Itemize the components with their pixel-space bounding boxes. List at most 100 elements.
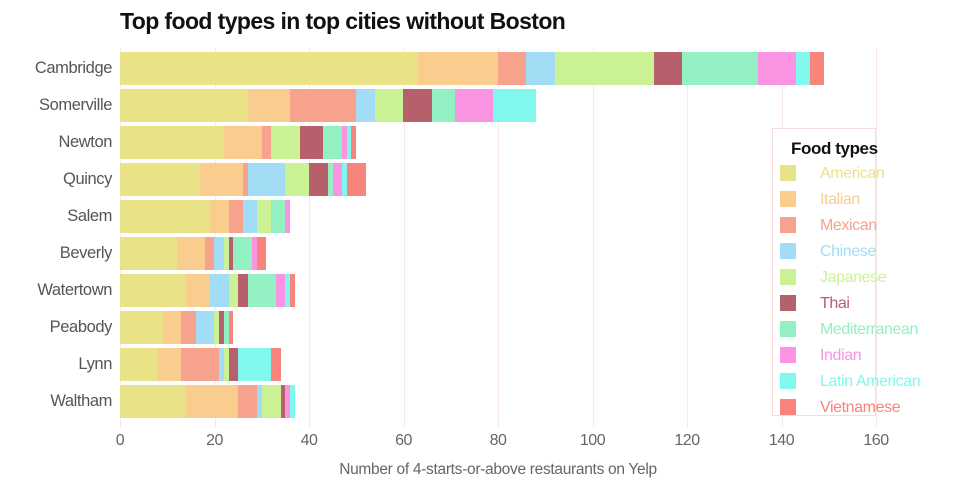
bar-segment-american xyxy=(120,348,158,381)
bar-segment-chinese xyxy=(195,311,215,344)
bar-segment-vietnamese xyxy=(271,348,281,381)
bar-segment-mediterranean xyxy=(431,89,456,122)
bar-row-quincy xyxy=(120,163,366,196)
bar-segment-indian xyxy=(455,89,494,122)
bar-segment-mediterranean xyxy=(327,163,333,196)
category-label-quincy: Quincy xyxy=(63,170,112,188)
bar-segment-italian xyxy=(162,311,182,344)
bar-segment-japanese xyxy=(554,52,654,85)
bar-segment-mediterranean xyxy=(223,311,229,344)
bar-segment-japanese xyxy=(285,163,309,196)
category-label-waltham: Waltham xyxy=(50,392,112,410)
bar-row-beverly xyxy=(120,237,267,270)
bar-segment-italian xyxy=(247,89,291,122)
bar-segment-thai xyxy=(228,237,234,270)
bar-segment-mediterranean xyxy=(271,200,286,233)
legend-label: American xyxy=(820,165,885,182)
x-tick-label: 60 xyxy=(395,432,412,449)
bar-segment-chinese xyxy=(242,200,257,233)
bar-segment-vietnamese xyxy=(290,274,295,307)
gridline xyxy=(309,48,310,428)
legend-label: Mediterranean xyxy=(820,321,918,338)
bar-segment-vietnamese xyxy=(346,163,366,196)
legend-title: Food types xyxy=(791,139,878,158)
legend-item-chinese: Chinese xyxy=(773,239,876,265)
bar-segment-chinese xyxy=(219,348,224,381)
bar-segment-mexican xyxy=(181,348,220,381)
x-tick-label: 160 xyxy=(863,432,889,449)
legend-label: Mexican xyxy=(820,217,877,234)
bar-segment-chinese xyxy=(356,89,376,122)
legend-swatch-icon xyxy=(780,269,796,285)
bar-segment-latin-american xyxy=(342,163,347,196)
bar-segment-thai xyxy=(403,89,432,122)
legend-item-thai: Thai xyxy=(773,291,875,317)
bar-segment-american xyxy=(120,385,187,418)
bar-segment-american xyxy=(120,274,187,307)
bar-segment-indian xyxy=(757,52,796,85)
bar-segment-mexican xyxy=(228,200,243,233)
legend-swatch-icon xyxy=(780,217,796,233)
legend-item-mexican: Mexican xyxy=(773,213,877,239)
legend-swatch-icon xyxy=(780,191,796,207)
bar-segment-chinese xyxy=(214,237,224,270)
bar-segment-japanese xyxy=(271,126,300,159)
legend-swatch-icon xyxy=(780,373,796,389)
bar-segment-latin-american xyxy=(346,126,352,159)
bar-segment-american xyxy=(120,200,210,233)
bar-segment-indian xyxy=(285,200,291,233)
bar-segment-latin-american xyxy=(795,52,810,85)
bar-segment-mexican xyxy=(261,126,272,159)
category-label-lynn: Lynn xyxy=(78,355,112,373)
category-label-cambridge: Cambridge xyxy=(34,59,113,77)
bar-segment-italian xyxy=(186,274,210,307)
bar-segment-italian xyxy=(157,348,182,381)
bar-segment-indian xyxy=(275,274,286,307)
legend: Food types American Italian Mexican Chinese… xyxy=(772,128,921,416)
bar-segment-mexican xyxy=(181,311,196,344)
plot-area xyxy=(120,48,877,428)
bar-segment-mexican xyxy=(242,163,248,196)
bar-segment-japanese xyxy=(223,348,229,381)
bar-segment-chinese xyxy=(526,52,555,85)
bar-segment-italian xyxy=(417,52,498,85)
category-label-newton: Newton xyxy=(58,133,112,151)
category-label-peabody: Peabody xyxy=(49,318,113,336)
bar-segment-american xyxy=(120,126,224,159)
bar-row-somerville xyxy=(120,89,536,122)
bar-segment-chinese xyxy=(247,163,286,196)
legend-label: Chinese xyxy=(820,243,876,260)
bar-segment-latin-american xyxy=(285,274,291,307)
bar-segment-vietnamese xyxy=(351,126,357,159)
bar-row-lynn xyxy=(120,348,281,381)
legend-item-italian: Italian xyxy=(773,187,875,213)
legend-item-indian: Indian xyxy=(773,343,875,369)
gridline xyxy=(498,48,499,428)
legend-item-vietnamese: Vietnamese xyxy=(773,395,901,421)
bar-segment-japanese xyxy=(257,200,272,233)
x-tick-label: 100 xyxy=(579,432,606,449)
bar-segment-thai xyxy=(653,52,683,85)
bar-segment-thai xyxy=(308,163,328,196)
bar-segment-italian xyxy=(223,126,262,159)
bar-segment-thai xyxy=(228,348,239,381)
bar-segment-indian xyxy=(285,385,291,418)
legend-swatch-icon xyxy=(780,295,796,311)
gridline xyxy=(592,48,594,428)
bar-row-newton xyxy=(120,126,357,159)
bar-segment-mexican xyxy=(205,237,215,270)
bar-segment-mediterranean xyxy=(233,237,253,270)
legend-item-american: American xyxy=(773,161,885,187)
legend-item-mediterranean: Mediterranean xyxy=(773,317,918,343)
legend-swatch-icon xyxy=(780,321,796,337)
bar-segment-thai xyxy=(299,126,324,159)
bar-segment-mediterranean xyxy=(247,274,276,307)
bar-segment-mexican xyxy=(238,385,257,418)
bar-row-salem xyxy=(120,200,291,233)
bar-segment-thai xyxy=(280,385,286,418)
bar-segment-american xyxy=(120,311,163,344)
bar-segment-chinese xyxy=(257,385,262,418)
bar-segment-thai xyxy=(238,274,248,307)
x-axis-title: Number of 4-starts-or-above restaurants … xyxy=(339,461,657,478)
legend-label: Latin American xyxy=(820,373,921,390)
